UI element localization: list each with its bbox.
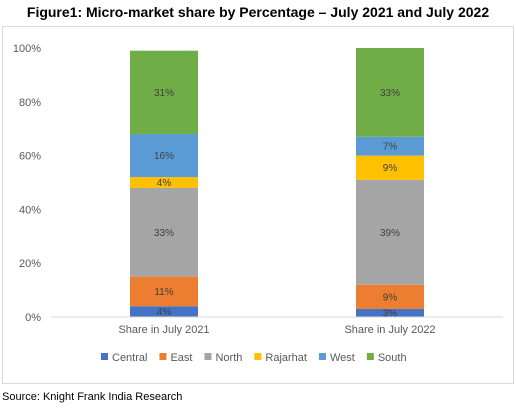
legend-swatch-west (318, 353, 326, 360)
legend-swatch-south (366, 353, 374, 360)
stacked-bar-chart: 0% 20% 40% 60% 80% 100% 4% 11% 33% 4% 16% 31% 3% 9% 3… (13, 43, 503, 364)
bar-segment-rajarhat (130, 177, 198, 188)
bar-segment-central (130, 306, 198, 317)
legend-label: Central (112, 352, 147, 364)
data-label: 31% (154, 88, 174, 99)
y-tick-label: 100% (13, 43, 41, 55)
x-axis: Share in July 2021 Share in July 2022 (51, 316, 503, 336)
y-tick-label: 0% (25, 312, 41, 324)
y-tick-label: 40% (19, 204, 41, 216)
bar-segment-west (130, 134, 198, 178)
source-note: Source: Knight Frank India Research (2, 391, 183, 403)
bar-segment-south (130, 50, 198, 135)
bar-segment-north (356, 179, 424, 285)
legend-swatch-east (159, 353, 167, 360)
legend-label: South (378, 352, 407, 364)
legend-swatch-central (101, 353, 108, 360)
bar-segment-central (356, 308, 424, 317)
bar-segment-north (130, 187, 198, 277)
data-label: 33% (380, 88, 400, 99)
data-label: 7% (383, 142, 398, 153)
x-category-label: Share in July 2021 (118, 324, 209, 336)
legend-label: Rajarhat (265, 352, 307, 364)
data-label: 3% (383, 308, 398, 319)
data-label: 4% (157, 178, 172, 189)
data-label: 39% (380, 228, 400, 239)
data-label: 11% (154, 287, 173, 298)
data-label: 4% (157, 307, 172, 318)
y-tick-label: 60% (19, 151, 41, 163)
y-axis: 0% 20% 40% 60% 80% 100% (13, 43, 41, 324)
legend: Central East North Rajarhat West South (101, 352, 407, 364)
chart-title: Figure1: Micro-market share by Percentag… (26, 4, 490, 20)
bars: 4% 11% 33% 4% 16% 31% 3% 9% 39% 9% 7% 33% (130, 48, 424, 319)
x-category-label: Share in July 2022 (344, 324, 435, 336)
legend-label: East (170, 352, 192, 364)
bar-segment-west (356, 136, 424, 156)
bar-segment-east (356, 284, 424, 309)
legend-swatch-rajarhat (254, 353, 262, 360)
legend-label: West (330, 352, 355, 364)
data-label: 9% (383, 163, 398, 174)
y-tick-label: 20% (19, 258, 41, 270)
data-label: 9% (383, 292, 398, 303)
legend-swatch-north (204, 353, 212, 360)
y-tick-label: 80% (19, 97, 41, 109)
bar-segment-rajarhat (356, 155, 424, 180)
legend-label: North (215, 352, 242, 364)
data-label: 16% (154, 151, 174, 162)
data-label: 33% (154, 228, 174, 239)
chart-area: 0% 20% 40% 60% 80% 100% 4% 11% 33% 4% 16% 31% 3% 9% 3… (2, 26, 514, 384)
bar-segment-south (356, 48, 424, 137)
bar-segment-east (130, 276, 198, 307)
